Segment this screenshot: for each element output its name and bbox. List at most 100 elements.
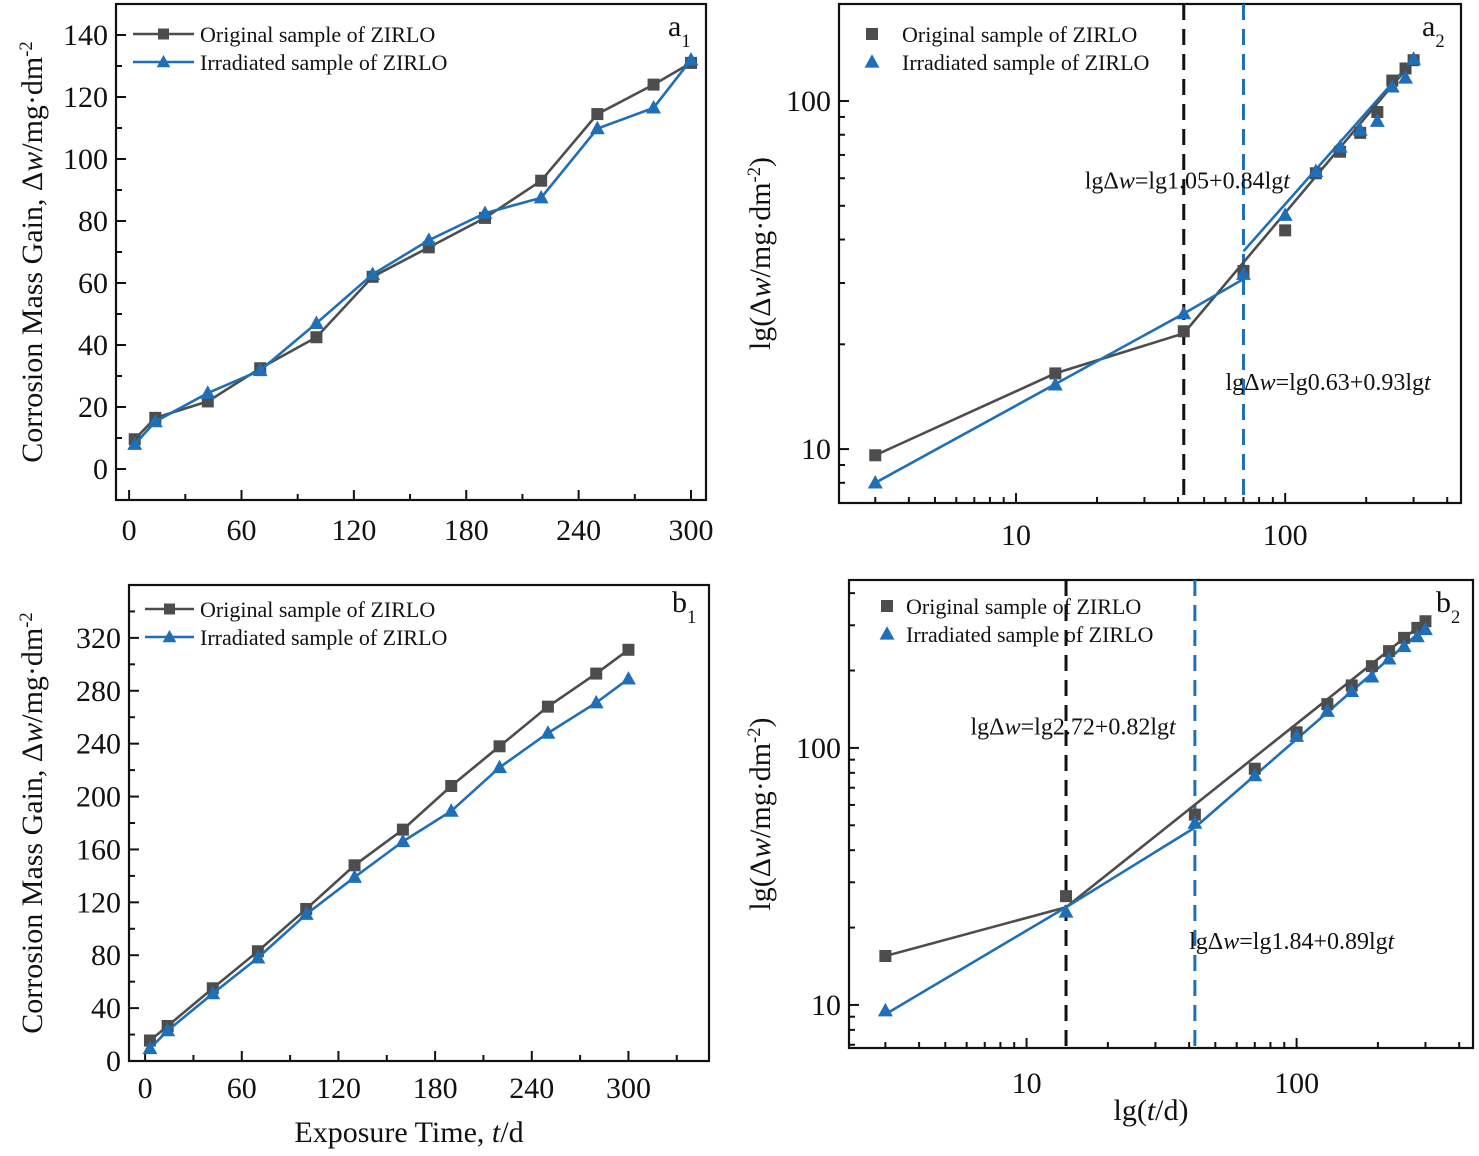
data-point bbox=[1188, 808, 1201, 821]
legend-marker bbox=[879, 626, 895, 640]
data-point bbox=[588, 694, 604, 709]
legend-item: Irradiated sample of ZIRLO bbox=[133, 50, 447, 75]
data-point bbox=[589, 120, 605, 135]
x-tick-label: 60 bbox=[227, 1072, 257, 1105]
panel-label: a2 bbox=[1422, 10, 1445, 52]
x-tick-label: 300 bbox=[669, 514, 714, 547]
fit-line bbox=[1242, 58, 1415, 253]
y-axis-title: Corrosion Mass Gain, Δw/mg·dm-2 bbox=[16, 612, 50, 1033]
y-tick-label: 280 bbox=[76, 675, 121, 708]
fit-equation: lgΔw=lg0.63+0.93lgt bbox=[1225, 370, 1432, 396]
text-part-post: /mg·dm bbox=[16, 628, 49, 723]
x-tick-label: 60 bbox=[226, 514, 256, 547]
data-point bbox=[1289, 728, 1305, 742]
data-point bbox=[310, 331, 323, 344]
data-point bbox=[1396, 638, 1412, 653]
data-point bbox=[879, 950, 892, 963]
panel-a2: 10 10010100lg(Δw/mg·dm-2)lgΔw=lg1.05+0.84… bbox=[744, 2, 1463, 552]
text-part-italic2: t bbox=[1388, 929, 1396, 955]
x-tick-label: 10 bbox=[1001, 519, 1031, 552]
y-tick-label: 160 bbox=[76, 833, 121, 866]
x-tick-label: 120 bbox=[316, 1072, 361, 1105]
data-point bbox=[1364, 669, 1380, 683]
legend-label: Irradiated sample of ZIRLO bbox=[200, 50, 447, 75]
x-tick-label: 100 bbox=[1263, 519, 1308, 552]
data-point bbox=[252, 362, 268, 377]
data-point bbox=[147, 413, 163, 428]
data-point bbox=[1371, 105, 1384, 118]
y-axis: 0 20 40 60 80 100 120 140 bbox=[63, 3, 126, 501]
panel-letter: b bbox=[672, 586, 687, 619]
text-part-italic: w bbox=[1119, 169, 1135, 195]
y-tick-label: 120 bbox=[63, 81, 108, 114]
data-point bbox=[143, 1034, 156, 1047]
text-part-italic: w bbox=[16, 723, 49, 743]
y-tick-label: 80 bbox=[91, 939, 121, 972]
y-tick-label: 60 bbox=[78, 267, 108, 300]
data-point bbox=[308, 315, 324, 329]
y-tick-label: 0 bbox=[93, 453, 108, 486]
series-irradiated bbox=[127, 51, 699, 450]
y-tick-label: 200 bbox=[76, 781, 121, 814]
x-axis: 10 100 bbox=[884, 1038, 1461, 1100]
data-point bbox=[683, 51, 699, 66]
y-tick-label: 10 bbox=[811, 989, 841, 1022]
data-point bbox=[867, 475, 883, 489]
data-point bbox=[540, 725, 556, 739]
text-part-sup: -2 bbox=[16, 41, 37, 57]
legend-item: Original sample of ZIRLO bbox=[881, 594, 1141, 619]
series-line bbox=[149, 648, 630, 1042]
legend-marker bbox=[881, 600, 893, 612]
x-tick-label: 0 bbox=[138, 1072, 153, 1105]
text-part-italic: w bbox=[16, 152, 49, 172]
data-point bbox=[1047, 376, 1063, 391]
data-point bbox=[877, 1002, 893, 1017]
panel-letter: a bbox=[668, 10, 681, 43]
data-point bbox=[1332, 139, 1348, 153]
legend-item: Original sample of ZIRLO bbox=[133, 22, 435, 47]
data-point bbox=[1369, 113, 1385, 127]
data-point bbox=[298, 906, 314, 920]
data-point bbox=[1398, 70, 1413, 84]
legend-label: Original sample of ZIRLO bbox=[906, 594, 1141, 619]
y-axis-title: Corrosion Mass Gain, Δw/mg·dm-2 bbox=[16, 41, 50, 462]
y-tick-label: 140 bbox=[63, 19, 108, 52]
data-point bbox=[1060, 890, 1073, 903]
data-point bbox=[1247, 767, 1263, 782]
panel-subscript: 1 bbox=[687, 607, 696, 628]
text-part-sup: -2 bbox=[744, 727, 765, 743]
text-part-pre: lgΔ bbox=[1085, 169, 1119, 195]
y-tick-label: 100 bbox=[63, 143, 108, 176]
data-point bbox=[869, 449, 882, 462]
data-point bbox=[1384, 79, 1400, 93]
data-point bbox=[1177, 325, 1190, 338]
data-point bbox=[1352, 122, 1368, 136]
series-original bbox=[879, 615, 1432, 963]
data-point bbox=[1398, 631, 1411, 644]
y-tick-label: 0 bbox=[106, 1045, 121, 1078]
panel-b1: 0 60 120 180 240 300 0 40 80 120 160 200 240 280 320 Co… bbox=[16, 583, 711, 1149]
text-part-mid: =lg0.63+0.93lg bbox=[1276, 370, 1424, 396]
series-line bbox=[133, 59, 693, 446]
series-original bbox=[143, 643, 635, 1047]
fit-line bbox=[885, 620, 1427, 958]
legend-marker bbox=[156, 54, 171, 68]
text-part-pre: lg(Δ bbox=[744, 297, 777, 350]
data-point bbox=[1381, 651, 1397, 665]
text-part-post: /d) bbox=[1155, 1094, 1188, 1127]
legend: Original sample of ZIRLO Irradiated sampl… bbox=[864, 22, 1149, 75]
panel-letter: b bbox=[1436, 586, 1451, 619]
data-point bbox=[395, 833, 411, 848]
text-part-close: ) bbox=[744, 157, 777, 167]
text-part-italic: w bbox=[1223, 929, 1239, 955]
legend-label: Irradiated sample of ZIRLO bbox=[906, 622, 1153, 647]
series-original bbox=[869, 54, 1420, 462]
text-part-mid: =lg2.72+0.82lg bbox=[1021, 714, 1169, 740]
data-point bbox=[445, 779, 458, 792]
y-tick-label: 100 bbox=[786, 85, 831, 118]
text-part-pre: Exposure Time, bbox=[294, 1116, 492, 1149]
legend-label: Irradiated sample of ZIRLO bbox=[902, 50, 1149, 75]
data-point bbox=[1419, 615, 1432, 628]
x-axis: 10 100 bbox=[874, 493, 1449, 552]
text-part-italic: w bbox=[1005, 714, 1021, 740]
